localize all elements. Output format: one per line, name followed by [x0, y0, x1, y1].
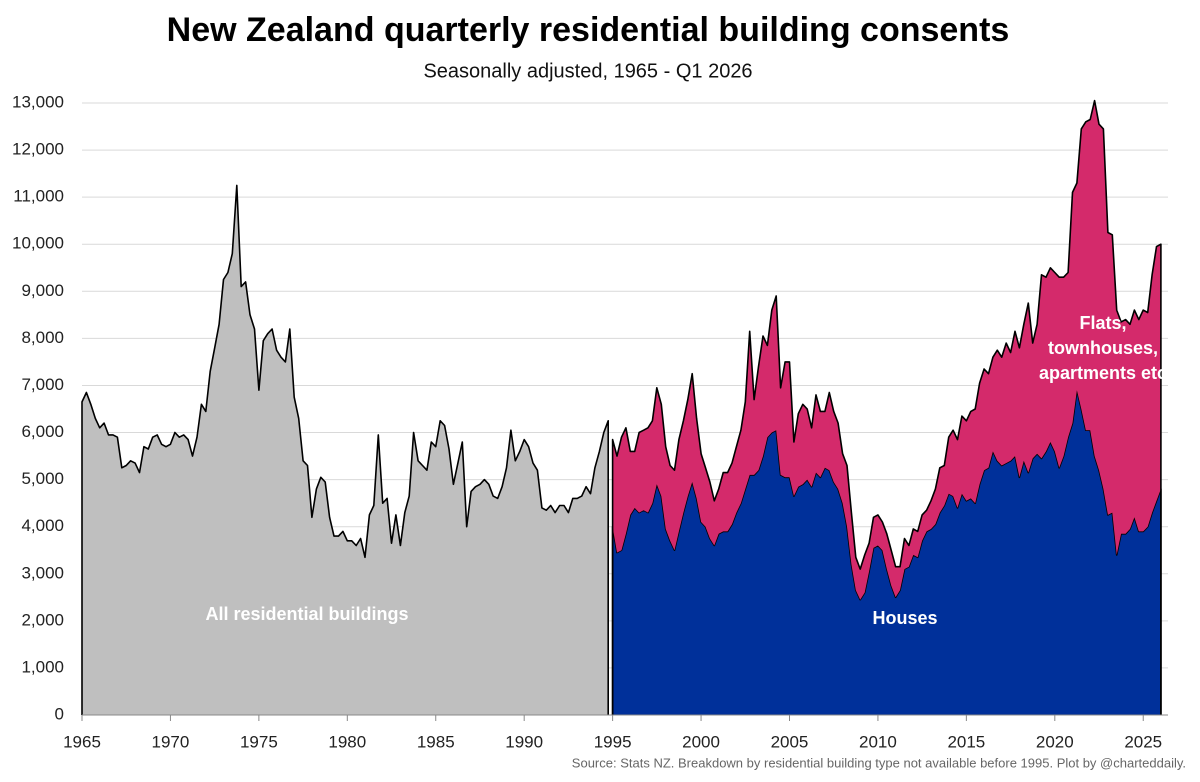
x-tick-label: 1995	[594, 732, 632, 751]
x-tick-label: 2020	[1036, 732, 1074, 751]
y-tick-label: 12,000	[12, 140, 64, 159]
x-tick-label: 1980	[328, 732, 366, 751]
y-tick-label: 11,000	[13, 187, 64, 206]
x-tick-label: 2025	[1124, 732, 1162, 751]
annotation: Flats,	[1079, 313, 1126, 333]
y-tick-label: 6,000	[21, 422, 64, 441]
x-tick-label: 2000	[682, 732, 720, 751]
x-tick-label: 1965	[63, 732, 101, 751]
y-tick-label: 5,000	[21, 469, 64, 488]
chart-subtitle: Seasonally adjusted, 1965 - Q1 2026	[423, 60, 752, 82]
source-note: Source: Stats NZ. Breakdown by residenti…	[572, 755, 1186, 770]
x-tick-label: 1975	[240, 732, 278, 751]
y-tick-label: 1,000	[21, 657, 64, 676]
x-tick-label: 2010	[859, 732, 897, 751]
x-tick-label: 1970	[152, 732, 190, 751]
y-tick-label: 0	[55, 704, 64, 723]
x-tick-label: 2005	[771, 732, 809, 751]
y-tick-label: 2,000	[21, 610, 64, 629]
x-tick-label: 1990	[505, 732, 543, 751]
area-outline	[611, 99, 1162, 716]
y-tick-label: 13,000	[12, 92, 64, 111]
chart-title: New Zealand quarterly residential buildi…	[167, 11, 1010, 49]
annotation: All residential buildings	[205, 604, 408, 624]
y-tick-label: 8,000	[21, 328, 64, 347]
x-tick-label: 2015	[947, 732, 985, 751]
y-tick-label: 10,000	[12, 234, 64, 253]
y-tick-label: 9,000	[21, 281, 64, 300]
annotation: Houses	[872, 608, 937, 628]
annotation: apartments etc	[1039, 363, 1167, 383]
area	[612, 390, 1161, 715]
area	[82, 185, 609, 715]
y-tick-label: 7,000	[21, 375, 64, 394]
y-tick-label: 3,000	[21, 563, 64, 582]
y-tick-label: 4,000	[21, 516, 64, 535]
annotation: townhouses,	[1048, 338, 1158, 358]
area-outline	[81, 184, 609, 716]
area	[612, 100, 1161, 600]
x-tick-label: 1985	[417, 732, 455, 751]
